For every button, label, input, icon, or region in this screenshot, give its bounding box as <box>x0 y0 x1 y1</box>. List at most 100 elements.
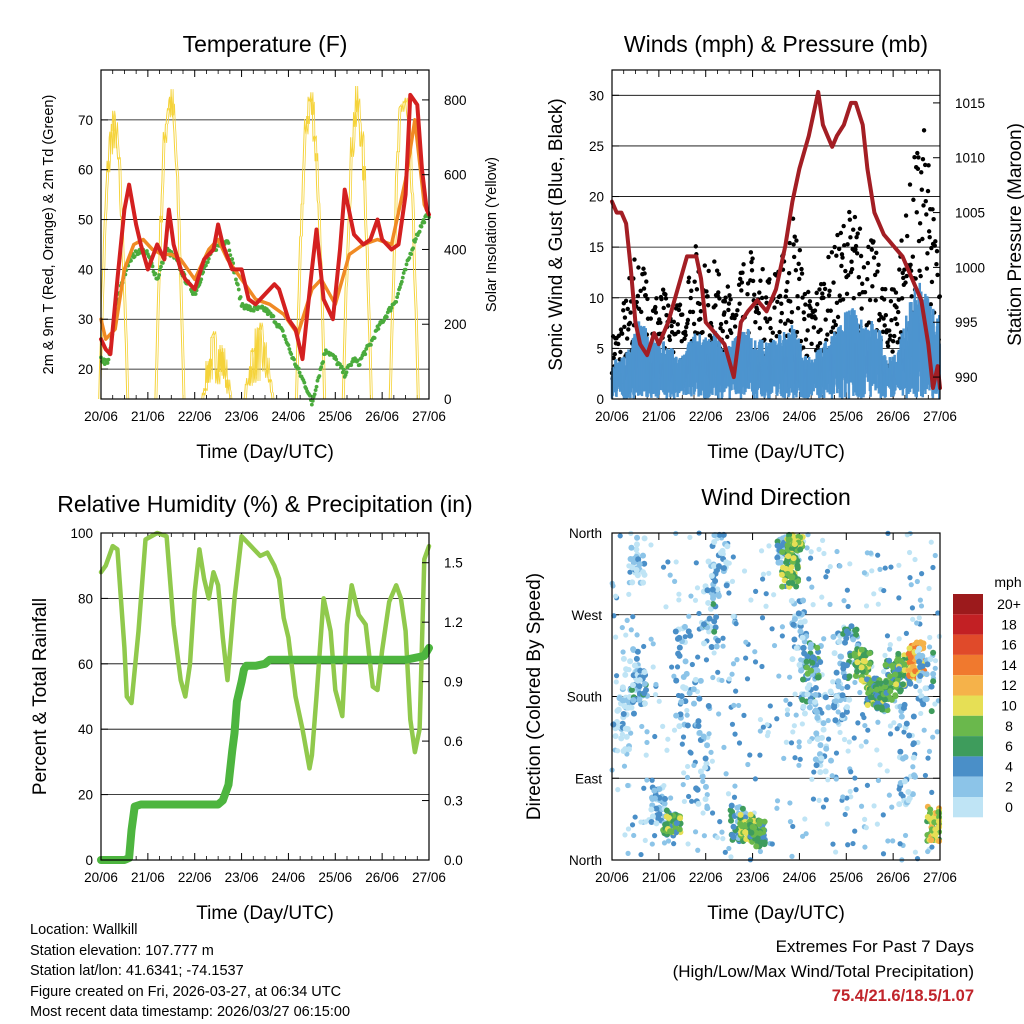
gust-point <box>628 310 633 315</box>
x-tick-label: 20/06 <box>84 870 118 885</box>
direction-point <box>812 698 819 705</box>
direction-point <box>890 838 896 844</box>
legend-label: 4 <box>1005 758 1013 774</box>
direction-point <box>784 711 791 718</box>
direction-point <box>714 586 721 593</box>
direction-point <box>672 578 678 584</box>
y2-tick-label: 200 <box>444 317 467 332</box>
direction-point <box>673 820 680 827</box>
gust-point <box>792 234 797 239</box>
gust-point <box>737 301 742 306</box>
gust-point <box>785 318 791 323</box>
direction-point <box>715 669 721 675</box>
direction-point <box>725 791 732 797</box>
extremes-box: Extremes For Past 7 Days (High/Low/Max W… <box>673 934 974 1009</box>
direction-point <box>891 720 897 726</box>
y2-tick-label: 1.2 <box>444 615 463 630</box>
gust-point <box>894 305 899 310</box>
x-tick-label: 21/06 <box>642 870 676 885</box>
gust-point <box>904 273 909 279</box>
direction-point <box>777 559 784 566</box>
direction-point <box>887 642 893 648</box>
direction-point <box>874 747 880 753</box>
gust-point <box>684 324 689 330</box>
direction-point <box>808 549 814 555</box>
direction-point <box>656 811 663 818</box>
dewpoint-point <box>283 337 288 342</box>
direction-point <box>897 748 904 755</box>
direction-point <box>879 706 886 713</box>
direction-point <box>731 702 737 708</box>
direction-point <box>660 564 667 570</box>
humidity-panel: Relative Humidity (%) & Precipitation (i… <box>30 491 473 924</box>
direction-point <box>649 841 655 847</box>
direction-point <box>825 717 831 724</box>
dewpoint-point <box>236 287 241 292</box>
direction-point <box>757 848 764 855</box>
gust-point <box>833 322 838 328</box>
x-tick-label: 21/06 <box>131 870 165 885</box>
x-tick-label: 27/06 <box>923 870 957 885</box>
direction-point <box>814 644 821 651</box>
gust-point <box>793 268 799 273</box>
gust-point <box>931 217 936 222</box>
direction-point <box>723 559 730 566</box>
direction-point <box>671 841 677 847</box>
direction-point <box>911 773 918 780</box>
direction-point <box>840 661 847 668</box>
direction-point <box>673 677 680 684</box>
direction-point <box>704 742 711 749</box>
direction-point <box>906 645 913 652</box>
direction-point <box>930 734 936 740</box>
direction-point <box>871 591 877 597</box>
direction-point <box>631 832 637 839</box>
direction-point <box>648 818 655 825</box>
direction-point <box>761 839 768 846</box>
gust-point <box>757 325 763 331</box>
gust-point <box>726 307 731 313</box>
gust-point <box>784 288 789 294</box>
direction-point <box>652 733 658 740</box>
gust-point <box>826 254 831 260</box>
direction-point <box>694 585 701 591</box>
direction-point <box>822 768 829 775</box>
direction-point <box>787 701 793 707</box>
dewpoint-point <box>292 357 296 362</box>
direction-point <box>649 777 655 783</box>
legend-swatch <box>953 594 983 615</box>
direction-point <box>834 548 840 555</box>
direction-point <box>932 665 938 671</box>
direction-point <box>785 553 792 560</box>
direction-point <box>854 668 861 675</box>
direction-point <box>860 652 867 659</box>
dewpoint-point <box>409 252 414 257</box>
x-tick-label: 22/06 <box>178 870 212 885</box>
direction-point <box>910 764 916 770</box>
gust-point <box>836 246 842 252</box>
gust-point <box>752 292 757 297</box>
direction-point <box>785 537 792 544</box>
gust-point <box>789 319 794 325</box>
direction-point <box>704 805 711 812</box>
gust-point <box>621 308 626 313</box>
direction-point <box>930 564 936 571</box>
gust-point <box>919 187 925 192</box>
direction-point <box>664 747 670 753</box>
gust-point <box>638 288 643 293</box>
direction-point <box>832 717 839 724</box>
gust-point <box>909 294 914 299</box>
direction-point <box>791 616 798 623</box>
gust-point <box>622 324 627 329</box>
gust-point <box>791 254 797 260</box>
direction-point <box>803 831 809 837</box>
direction-point <box>636 677 643 684</box>
gust-point <box>837 293 842 298</box>
direction-point <box>897 687 904 694</box>
humidity-xlabel: Time (Day/UTC) <box>196 903 334 924</box>
gust-point <box>915 166 921 171</box>
gust-point <box>893 316 898 321</box>
direction-point <box>896 801 903 808</box>
gust-point <box>920 236 925 242</box>
direction-point <box>875 601 881 607</box>
direction-point <box>909 605 916 611</box>
